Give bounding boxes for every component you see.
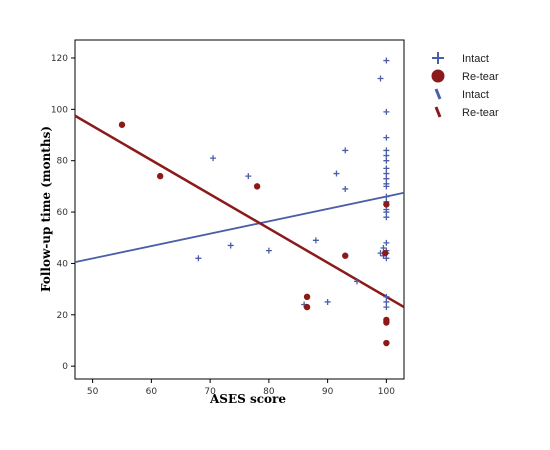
y-axis-title: Follow-up time (months): [39, 126, 53, 292]
y-axis-ticks: 0 20 40 60 80 100 120: [51, 54, 75, 372]
fit-line-re-tear: [74, 114, 405, 309]
point-intact: [210, 155, 217, 162]
legend-marker-re-tear-circle: [431, 69, 445, 83]
x-tick-label: 50: [87, 387, 99, 397]
point-re-tear: [382, 249, 389, 257]
x-axis-ticks: 50 60 70 80 90 100: [87, 379, 395, 397]
point-re-tear: [342, 252, 349, 259]
x-tick-label: 80: [263, 387, 275, 397]
y-tick-label: 40: [57, 259, 69, 269]
point-intact: [377, 75, 384, 82]
point-re-tear: [383, 339, 390, 347]
point-intact: [383, 165, 390, 172]
point-intact: [383, 193, 390, 200]
point-intact: [383, 57, 390, 64]
y-tick-label: 0: [62, 362, 68, 372]
point-re-tear: [118, 121, 126, 128]
point-intact: [324, 298, 331, 305]
plot-area: [74, 39, 405, 380]
legend-label-intact: Intact: [462, 89, 489, 101]
point-intact: [245, 173, 252, 180]
point-intact: [383, 170, 390, 177]
x-tick-label: 60: [146, 387, 158, 397]
point-intact: [383, 293, 390, 300]
data-points: [118, 57, 390, 347]
point-re-tear: [156, 172, 164, 180]
point-intact: [383, 183, 390, 190]
y-tick-label: 20: [57, 311, 69, 321]
fit-lines: [74, 114, 405, 309]
point-intact: [383, 255, 390, 262]
legend-marker-intact-line: [434, 88, 442, 100]
legend-label-intact: Intact: [462, 53, 489, 65]
point-intact: [383, 152, 390, 159]
point-intact: [383, 157, 390, 164]
point-re-tear: [383, 201, 390, 208]
point-re-tear: [303, 303, 311, 311]
point-intact: [333, 170, 340, 177]
x-tick-label: 70: [204, 387, 216, 397]
point-intact: [383, 175, 390, 182]
x-axis-title: ASES score: [209, 392, 286, 406]
point-intact: [383, 209, 390, 216]
y-tick-label: 120: [51, 54, 68, 64]
legend-marker-intact-plus: [432, 52, 444, 64]
x-tick-label: 100: [378, 387, 395, 397]
y-tick-label: 80: [57, 157, 69, 167]
point-intact: [312, 237, 319, 244]
point-intact: [383, 147, 390, 154]
y-tick-label: 60: [57, 208, 69, 218]
point-intact: [354, 278, 360, 285]
point-intact: [383, 298, 390, 305]
point-re-tear: [303, 293, 311, 301]
y-tick-label: 100: [51, 105, 68, 115]
legend-label-re-tear: Re-tear: [462, 107, 499, 119]
legend: Intact Re-tear Intact Re-tear: [431, 52, 499, 119]
point-intact: [342, 147, 349, 154]
fit-line-intact: [74, 191, 405, 264]
point-intact: [227, 242, 234, 249]
point-intact: [383, 239, 390, 246]
point-intact: [195, 255, 202, 262]
legend-marker-re-tear-line: [434, 106, 442, 118]
point-intact: [383, 108, 390, 115]
point-re-tear: [253, 183, 261, 190]
point-intact: [265, 247, 272, 254]
point-intact: [383, 304, 390, 311]
legend-label-re-tear: Re-tear: [462, 71, 499, 83]
x-tick-label: 90: [322, 387, 334, 397]
point-intact: [383, 214, 390, 221]
point-re-tear: [383, 319, 390, 326]
point-intact: [342, 185, 349, 192]
point-intact: [383, 134, 390, 141]
